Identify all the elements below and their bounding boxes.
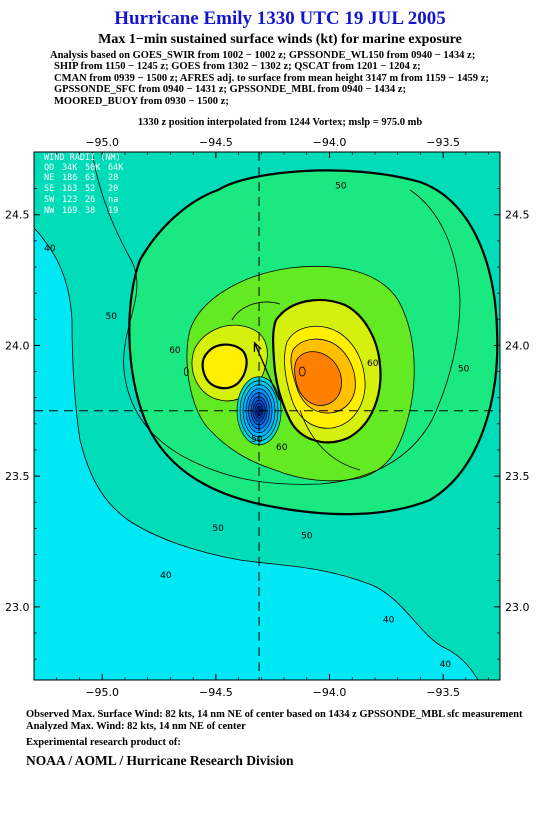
plot-frame bbox=[33, 151, 501, 681]
wind-radii-cell: 169 bbox=[62, 206, 77, 216]
position-note: 1330 z position interpolated from 1244 V… bbox=[137, 117, 423, 128]
analysis-sources: Analysis based on GOES_SWIR from 1002 − … bbox=[50, 50, 550, 107]
contour-label: 40 bbox=[160, 571, 172, 581]
wind-radii-header: 64K bbox=[108, 163, 124, 173]
wind-radii-cell: 20 bbox=[108, 184, 118, 194]
analysis-line: CMAN from 0939 − 1500 z; AFRES adj. to s… bbox=[54, 72, 489, 84]
contour-label: 40 bbox=[440, 660, 452, 670]
y-tick-label-right: 23.0 bbox=[505, 601, 530, 614]
secondary-max-marker bbox=[183, 367, 189, 376]
y-tick-label-left: 23.0 bbox=[5, 601, 30, 614]
analysis-line: GPSSONDE_SFC from 0940 − 1431 z; GPSSOND… bbox=[54, 84, 406, 96]
motion-arrow-shaft bbox=[253, 342, 281, 401]
x-tick-label-bottom: −93.5 bbox=[426, 686, 460, 699]
band-80kt-west bbox=[201, 343, 248, 390]
band-100kt bbox=[294, 351, 342, 406]
contour-label: 60 bbox=[276, 443, 288, 453]
wind-contour-plot: 50 50 60 60 50 40 50 60 50 50 40 40 40 −95.0 −95.0 −94… bbox=[5, 136, 530, 699]
contour-label: 60 bbox=[367, 359, 379, 369]
contour-lines bbox=[91, 152, 461, 485]
analysis-line: MOORED_BUOY from 0930 − 1500 z; bbox=[54, 95, 229, 107]
wind-radii-cell: 52 bbox=[85, 184, 95, 194]
wind-radii-cell: 26 bbox=[85, 195, 95, 205]
contour-label: 50 bbox=[106, 312, 118, 322]
y-tick-label-right: 24.0 bbox=[505, 339, 530, 352]
product-note: Experimental research product of: bbox=[26, 737, 181, 748]
y-tick-label-left: 23.5 bbox=[5, 470, 30, 483]
x-tick-label-top: −93.5 bbox=[426, 136, 460, 149]
x-tick-label-bottom: −95.0 bbox=[85, 686, 119, 699]
motion-arrow-head bbox=[253, 341, 262, 352]
y-tick-label-right: 24.5 bbox=[505, 209, 530, 222]
chart-title: Hurricane Emily 1330 UTC 19 JUL 2005 bbox=[114, 8, 446, 29]
contour-line bbox=[91, 152, 461, 485]
observed-max-wind: Observed Max. Surface Wind: 82 kts, 14 n… bbox=[26, 709, 523, 720]
contour-label: 50 bbox=[212, 524, 224, 534]
wind-radii-cell: NE bbox=[44, 173, 54, 183]
wind-radii-cell: 63 bbox=[85, 173, 95, 183]
contour-label: 40 bbox=[383, 615, 395, 625]
contour-label: 60 bbox=[169, 346, 181, 356]
wind-radii-cell: SE bbox=[44, 184, 54, 194]
wind-radii-header: 50K bbox=[85, 163, 101, 173]
wind-radii-cell: 38 bbox=[85, 206, 95, 216]
x-tick-label-bottom: −94.5 bbox=[199, 686, 233, 699]
wind-radii-table: WIND RADII (NM)QD 34K 50K 64K NE 186 63 28 SE 163… bbox=[44, 153, 124, 216]
x-tick-label-bottom: −94.0 bbox=[313, 686, 347, 699]
analysis-line: Analysis based on GOES_SWIR from 1002 − … bbox=[50, 50, 476, 61]
contour-line bbox=[231, 301, 281, 321]
chart-subtitle: Max 1−min sustained surface winds (kt) f… bbox=[98, 32, 462, 47]
x-tick-label-top: −95.0 bbox=[85, 136, 119, 149]
wind-radii-cell: SW bbox=[44, 195, 55, 205]
contour-label: 50 bbox=[458, 364, 470, 374]
wind-radii-cell: NW bbox=[44, 206, 55, 216]
wind-radii-header: 34K bbox=[62, 163, 78, 173]
y-tick-label-right: 23.5 bbox=[505, 470, 530, 483]
axis-ticks: −95.0 −95.0 −94.5 −94.5 −94.0 −94.0 −93.5 −93.5… bbox=[5, 136, 530, 699]
y-tick-label-left: 24.0 bbox=[5, 339, 30, 352]
organization: NOAA / AOML / Hurricane Research Divisio… bbox=[26, 753, 294, 768]
analysis-line: SHIP from 1150 − 1245 z; GOES from 1302 … bbox=[54, 61, 421, 73]
wind-radii-cell: 19 bbox=[108, 206, 118, 216]
contour-label: 50 bbox=[251, 435, 263, 445]
contour-line bbox=[299, 409, 361, 471]
y-tick-label-left: 24.5 bbox=[5, 209, 30, 222]
wind-field bbox=[34, 152, 500, 680]
contour-label: 40 bbox=[44, 244, 56, 254]
wind-radii-header: QD bbox=[44, 163, 54, 173]
contour-label: 50 bbox=[301, 532, 313, 542]
wind-radii-cell: 163 bbox=[62, 184, 77, 194]
wind-radii-cell: 28 bbox=[108, 173, 118, 183]
analyzed-max-wind: Analyzed Max. Wind: 82 kts, 14 nm NE of … bbox=[26, 721, 246, 732]
contour-labels: 50 50 60 60 50 40 50 60 50 50 40 40 40 bbox=[44, 181, 469, 669]
x-tick-label-top: −94.5 bbox=[199, 136, 233, 149]
wind-radii-cell: na bbox=[108, 195, 118, 205]
overlay bbox=[34, 152, 500, 680]
wind-radii-cell: 186 bbox=[62, 173, 77, 183]
x-tick-label-top: −94.0 bbox=[313, 136, 347, 149]
contour-label: 50 bbox=[335, 181, 347, 191]
wind-radii-cell: 123 bbox=[62, 195, 77, 205]
max-wind-marker bbox=[298, 366, 306, 377]
wind-radii-title: WIND RADII (NM) bbox=[44, 153, 121, 163]
